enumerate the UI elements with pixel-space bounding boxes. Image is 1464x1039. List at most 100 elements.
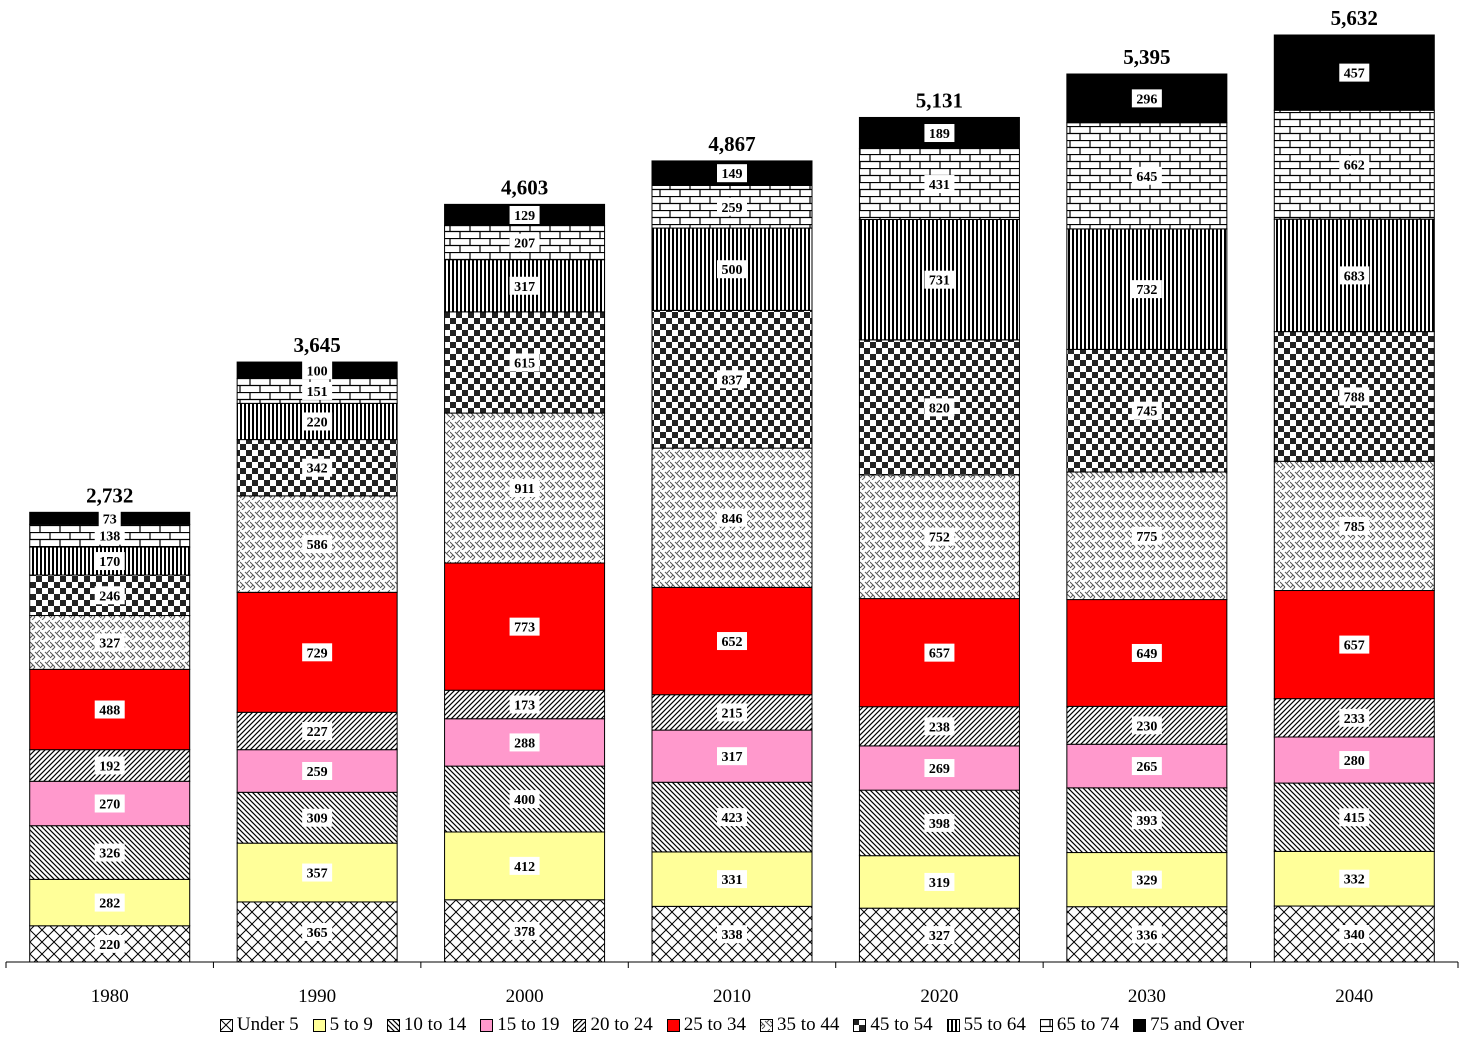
data-label: 400	[514, 793, 535, 808]
data-label-background	[302, 643, 333, 662]
x-tick-label: 2020	[920, 986, 958, 1007]
data-label: 100	[307, 364, 328, 379]
data-label: 336	[1136, 928, 1157, 943]
data-label-background	[1131, 716, 1162, 735]
data-label: 296	[1136, 92, 1157, 107]
bar-segment	[1273, 698, 1435, 738]
data-label: 338	[722, 928, 743, 943]
data-label: 775	[1136, 530, 1157, 545]
data-label-background	[302, 361, 333, 380]
legend-item: Under 5	[219, 1014, 299, 1036]
legend-swatch	[312, 1018, 326, 1032]
legend-swatch	[386, 1018, 400, 1032]
legend-label: 15 to 19	[497, 1014, 560, 1035]
stacked-bar-chart: 220 282 326 270 192 488 327 246 170 138 73 2,732 365…	[5, 6, 1459, 1007]
total-label: 3,645	[294, 333, 341, 357]
data-label-background	[302, 458, 333, 477]
data-label: 788	[1344, 390, 1365, 405]
legend-item: 55 to 64	[946, 1014, 1026, 1036]
data-label: 731	[929, 274, 950, 289]
data-label-background	[509, 856, 540, 875]
data-label-background	[1131, 870, 1162, 889]
data-label: 412	[514, 860, 535, 875]
data-label-background	[94, 794, 125, 813]
data-label: 269	[929, 762, 950, 777]
data-label-background	[302, 535, 333, 554]
data-label: 149	[722, 167, 743, 182]
data-label: 752	[929, 531, 950, 546]
total-label: 5,632	[1331, 6, 1378, 30]
legend-item: 15 to 19	[480, 1014, 559, 1036]
data-label-background	[1131, 280, 1162, 299]
data-label-background	[717, 164, 747, 183]
data-label: 378	[514, 925, 535, 940]
data-label: 500	[722, 263, 743, 278]
data-label-background	[1339, 63, 1370, 82]
data-label: 220	[99, 938, 120, 953]
legend-swatch	[573, 1018, 587, 1032]
legend-swatch	[666, 1018, 680, 1032]
legend-item: 65 to 74	[1039, 1014, 1119, 1036]
data-label: 233	[1344, 712, 1365, 727]
data-label-background	[924, 717, 955, 736]
data-label-background	[924, 643, 955, 662]
data-label-background	[1131, 401, 1162, 420]
legend-swatch	[946, 1018, 960, 1032]
data-label: 431	[929, 178, 950, 193]
data-label: 415	[1344, 811, 1365, 826]
data-label: 230	[1136, 719, 1157, 734]
data-label-background	[509, 276, 540, 295]
data-label-background	[302, 721, 333, 740]
data-label: 173	[514, 698, 535, 713]
data-label: 645	[1136, 170, 1157, 185]
data-label-background	[509, 695, 540, 714]
data-label-background	[509, 921, 540, 940]
legend-item: 35 to 44	[760, 1014, 839, 1036]
data-label: 732	[1136, 283, 1157, 298]
data-label-background	[94, 586, 125, 605]
legend-label: 45 to 54	[870, 1014, 933, 1035]
legend-label: 55 to 64	[963, 1014, 1026, 1035]
data-label-background	[717, 197, 747, 216]
legend-label: Under 5	[236, 1014, 299, 1035]
data-label: 319	[929, 876, 950, 891]
data-label-background	[94, 633, 125, 652]
data-label: 288	[514, 736, 535, 751]
data-label-background	[1339, 387, 1370, 406]
data-label: 151	[307, 385, 328, 400]
data-label: 586	[307, 538, 328, 553]
legend-item: 10 to 14	[386, 1014, 466, 1036]
legend-item: 5 to 9	[312, 1014, 373, 1036]
data-label-background	[94, 893, 125, 912]
data-label-background	[509, 617, 540, 636]
data-label-background	[717, 870, 747, 889]
data-label-background	[924, 926, 955, 945]
bars-group: 220 282 326 270 192 488 327 246 170 138 73 2,732 365…	[29, 6, 1435, 963]
data-label-background	[717, 808, 747, 827]
data-label: 138	[99, 530, 120, 545]
data-label: 189	[929, 127, 950, 142]
data-label-background	[717, 747, 747, 766]
data-label: 317	[722, 750, 743, 765]
data-label-background	[1131, 811, 1162, 830]
data-label: 192	[99, 759, 120, 774]
data-label: 662	[1344, 159, 1365, 174]
data-label: 398	[929, 817, 950, 832]
x-tick-label: 2010	[713, 986, 751, 1007]
data-label-background	[924, 759, 955, 778]
data-label-background	[302, 922, 333, 941]
data-label: 785	[1344, 520, 1365, 535]
data-label-background	[509, 733, 540, 752]
total-label: 5,395	[1123, 45, 1170, 69]
x-tick-label: 2030	[1128, 986, 1166, 1007]
data-label-background	[509, 353, 540, 372]
data-label: 317	[514, 280, 535, 295]
data-label: 332	[1344, 873, 1365, 888]
data-label-background	[302, 761, 333, 780]
data-label-background	[717, 703, 747, 722]
legend-label: 25 to 34	[683, 1014, 747, 1035]
data-label: 227	[307, 725, 328, 740]
data-label: 309	[307, 812, 328, 827]
data-label-background	[924, 527, 955, 546]
x-axis: 1980 1990 2000 2010 2020 2030 2040	[5, 961, 1459, 1007]
